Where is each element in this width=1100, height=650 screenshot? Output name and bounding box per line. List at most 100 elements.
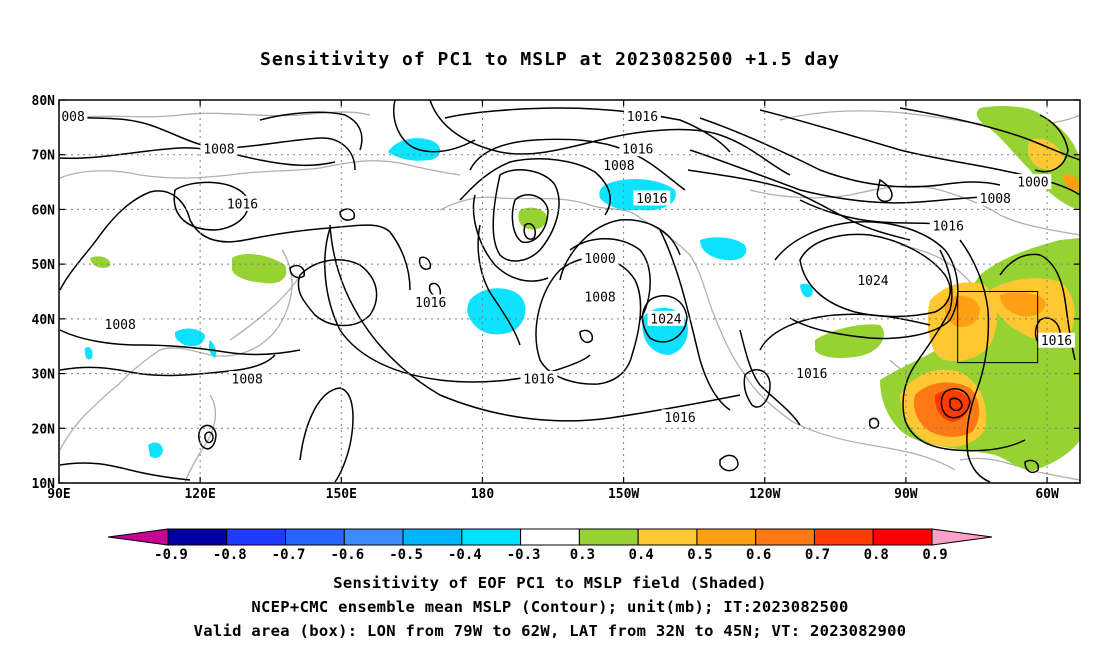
contour-label: 1016 — [227, 197, 258, 212]
contour-label-bg — [624, 108, 661, 124]
valid-area-box — [957, 291, 1039, 364]
colorbar-swatch — [696, 528, 757, 546]
contour-label-bg — [412, 294, 450, 310]
lon-tick-label: 180 — [471, 487, 495, 502]
lon-tick-label: 60W — [1035, 487, 1059, 502]
contour-label-bg — [581, 250, 619, 266]
contour-label-bg — [200, 141, 238, 157]
colorbar-swatch — [520, 528, 580, 546]
colorbar-low-triangle — [107, 528, 169, 546]
contour-label-bg — [976, 190, 1014, 206]
lat-tick-label: 40N — [32, 313, 56, 328]
contour-label: 1016 — [796, 367, 827, 382]
contour-label-bg — [224, 195, 261, 211]
lon-tick-label: 150W — [608, 487, 639, 502]
contour-label-bg — [633, 190, 671, 206]
colorbar-swatch — [402, 528, 463, 546]
colorbar-swatch — [461, 528, 522, 546]
colorbar-swatch — [226, 528, 287, 546]
caption-line-2: NCEP+CMC ensemble mean MSLP (Contour); u… — [251, 598, 849, 616]
contour-label: 1008 — [603, 159, 634, 174]
contour-label-bg — [1014, 174, 1052, 190]
positive-sensitivity — [90, 106, 1080, 471]
contour-label-bg — [647, 310, 685, 326]
colorbar-label: -0.7 — [272, 547, 306, 563]
colorbar-swatch — [755, 528, 815, 546]
contour-label: 1016 — [664, 411, 695, 426]
contour-label: 1016 — [523, 373, 554, 388]
contour-label-bg — [661, 409, 699, 425]
colorbar-label: 0.7 — [805, 547, 830, 563]
colorbar-swatch — [343, 528, 404, 546]
contour-label-bg — [619, 141, 657, 157]
contour-label: 1016 — [622, 143, 653, 158]
contour-label: 1008 — [584, 290, 615, 305]
lon-tick-label: 90W — [894, 487, 918, 502]
contour-label: 1000 — [1017, 176, 1048, 191]
contour-label: 1008 — [980, 192, 1011, 207]
contour-label: 1016 — [627, 110, 658, 125]
contour-label-bg — [581, 288, 619, 304]
colorbar-label: -0.9 — [154, 547, 188, 563]
colorbar-label: -0.5 — [389, 547, 423, 563]
contour-label: 008 — [61, 110, 84, 125]
caption-line-1: Sensitivity of EOF PC1 to MSLP field (Sh… — [333, 574, 767, 592]
colorbar-swatch — [872, 528, 933, 546]
contour-label-bg — [101, 316, 139, 332]
colorbar-label: -0.6 — [330, 547, 364, 563]
colorbar-label: 0.8 — [864, 547, 889, 563]
lon-tick-label: 150E — [326, 487, 357, 502]
lat-tick-label: 80N — [32, 94, 56, 109]
colorbar-label: 0.5 — [687, 547, 712, 563]
colorbar-swatch — [578, 528, 639, 546]
chart-title: Sensitivity of PC1 to MSLP at 2023082500… — [259, 49, 840, 70]
lat-tick-label: 60N — [32, 203, 56, 218]
lat-tick-label: 70N — [32, 149, 56, 164]
contour-label: 1016 — [1041, 334, 1072, 349]
contour-label: 1024 — [650, 312, 681, 327]
colorbar-label: 0.4 — [629, 547, 654, 563]
lat-tick-label: 50N — [32, 258, 56, 273]
colorbar-swatch — [813, 528, 874, 546]
caption-line-3: Valid area (box): LON from 79W to 62W, L… — [193, 622, 907, 640]
contour-label-bg — [793, 365, 831, 381]
contour-label-bg — [228, 371, 266, 387]
contour-label: 1008 — [203, 143, 234, 158]
colorbar-label: -0.8 — [213, 547, 247, 563]
colorbar-label: 0.3 — [570, 547, 595, 563]
grid-lines — [59, 100, 1080, 483]
colorbar-label: 0.9 — [922, 547, 947, 563]
colorbar-swatch — [167, 528, 228, 546]
contour-label-bg — [929, 217, 967, 233]
contour-label: 1024 — [857, 274, 888, 289]
contour-label: 1016 — [636, 192, 667, 207]
lon-tick-label: 120W — [749, 487, 780, 502]
contour-label: 1008 — [105, 318, 136, 333]
contour-label-bg — [600, 157, 638, 173]
contour-label-bg — [854, 272, 892, 288]
contour-label-bg — [59, 108, 88, 124]
lat-tick-label: 30N — [32, 368, 56, 383]
contour-label: 1016 — [933, 219, 964, 234]
lon-tick-label: 120E — [184, 487, 215, 502]
colorbar-label: -0.4 — [448, 547, 482, 563]
axes: 90E 120E 150E 180 150W 120W 90W 60W 80N 70N 60N 50N… — [32, 94, 1080, 502]
colorbar-label: 0.6 — [746, 547, 771, 563]
lon-tick-label: 90E — [47, 487, 70, 502]
contour-label: 1008 — [232, 373, 263, 388]
contour-label-bg — [1038, 332, 1075, 348]
colorbar-swatch — [285, 528, 345, 546]
contour-label: 1000 — [584, 252, 615, 267]
contour-label: 1016 — [415, 296, 446, 311]
lat-tick-label: 20N — [32, 422, 56, 437]
colorbar: -0.9 -0.8 -0.7 -0.6 -0.5 -0.4 -0.3 0.3 0.4 0.5 0.6… — [107, 528, 993, 563]
map-frame — [58, 99, 1081, 484]
colorbar-label: -0.3 — [507, 547, 541, 563]
contour-label-bg — [520, 371, 558, 387]
colorbar-high-triangle — [931, 528, 993, 546]
lat-tick-label: 10N — [32, 477, 56, 492]
colorbar-swatch — [637, 528, 698, 546]
